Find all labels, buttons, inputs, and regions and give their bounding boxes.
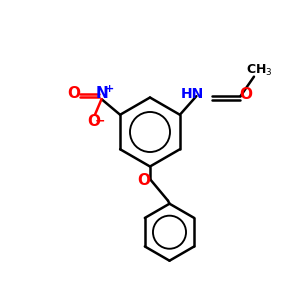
Text: O: O [137, 173, 150, 188]
Text: HN: HN [181, 87, 204, 101]
Text: +: + [105, 84, 115, 94]
Text: N: N [96, 86, 109, 101]
Text: O: O [87, 114, 100, 129]
Text: −: − [95, 115, 106, 128]
Text: O: O [67, 86, 80, 101]
Text: O: O [239, 87, 252, 102]
Text: CH$_3$: CH$_3$ [246, 62, 272, 78]
